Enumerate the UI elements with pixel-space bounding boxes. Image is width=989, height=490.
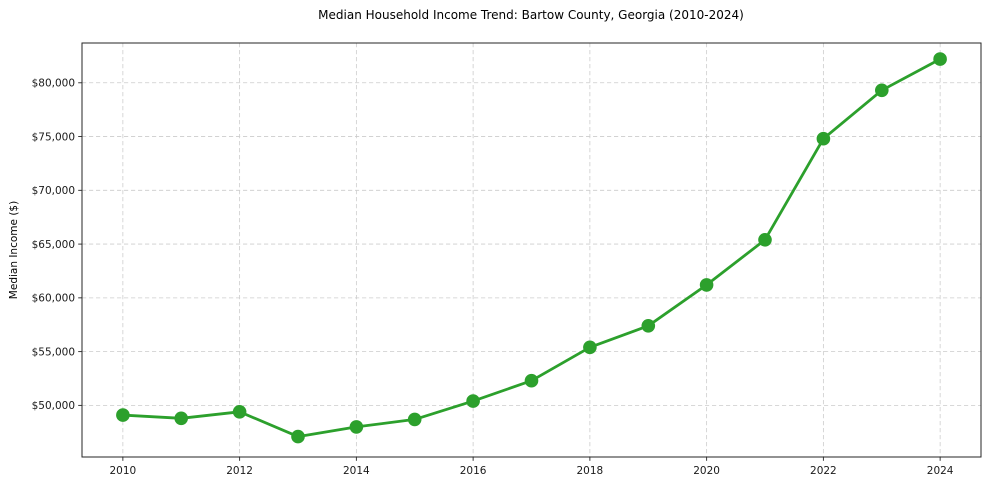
x-tick-label: 2012 [226,465,253,477]
x-tick-label: 2022 [810,465,837,477]
data-point-2015 [407,412,422,427]
chart-title: Median Household Income Trend: Bartow Co… [318,8,744,22]
data-point-2019 [641,319,656,333]
x-tick-label: 2020 [693,465,720,477]
x-axis-tick-labels: 2010 2012 2014 2016 2018 2020 2022 2024 [109,465,953,477]
data-point-2011 [174,411,188,426]
plot-border [81,42,982,458]
data-point-2017 [524,373,539,388]
income-trend-series [116,52,947,444]
y-axis-tick-labels: $50,000 $55,000 $60,000 $65,000 $70,000 $75,0… [32,77,75,412]
data-point-2023 [875,83,889,98]
y-tick-label: $55,000 [32,346,75,358]
y-tick-label: $50,000 [32,400,75,412]
data-point-2014 [349,420,364,434]
y-tick-label: $60,000 [32,293,75,305]
data-point-2022 [816,131,831,146]
x-tick-label: 2016 [460,465,487,477]
data-point-2020 [699,278,714,292]
x-tick-label: 2014 [343,465,370,477]
data-point-2016 [466,394,480,408]
x-tick-label: 2010 [109,465,136,477]
data-point-2010 [116,408,130,422]
data-point-2024 [933,52,947,66]
y-axis-label: Median Income ($) [8,201,20,299]
data-point-2018 [583,340,597,355]
y-tick-label: $75,000 [32,131,75,143]
x-tick-label: 2024 [927,465,954,477]
y-tick-label: $80,000 [32,77,75,89]
y-tick-label: $65,000 [32,239,75,251]
y-tick-label: $70,000 [32,185,75,197]
x-tick-label: 2018 [577,465,604,477]
data-point-2013 [291,429,305,444]
data-point-2012 [232,405,247,419]
gridlines [82,43,981,457]
data-point-2021 [758,233,772,247]
axis-ticks [78,82,941,461]
